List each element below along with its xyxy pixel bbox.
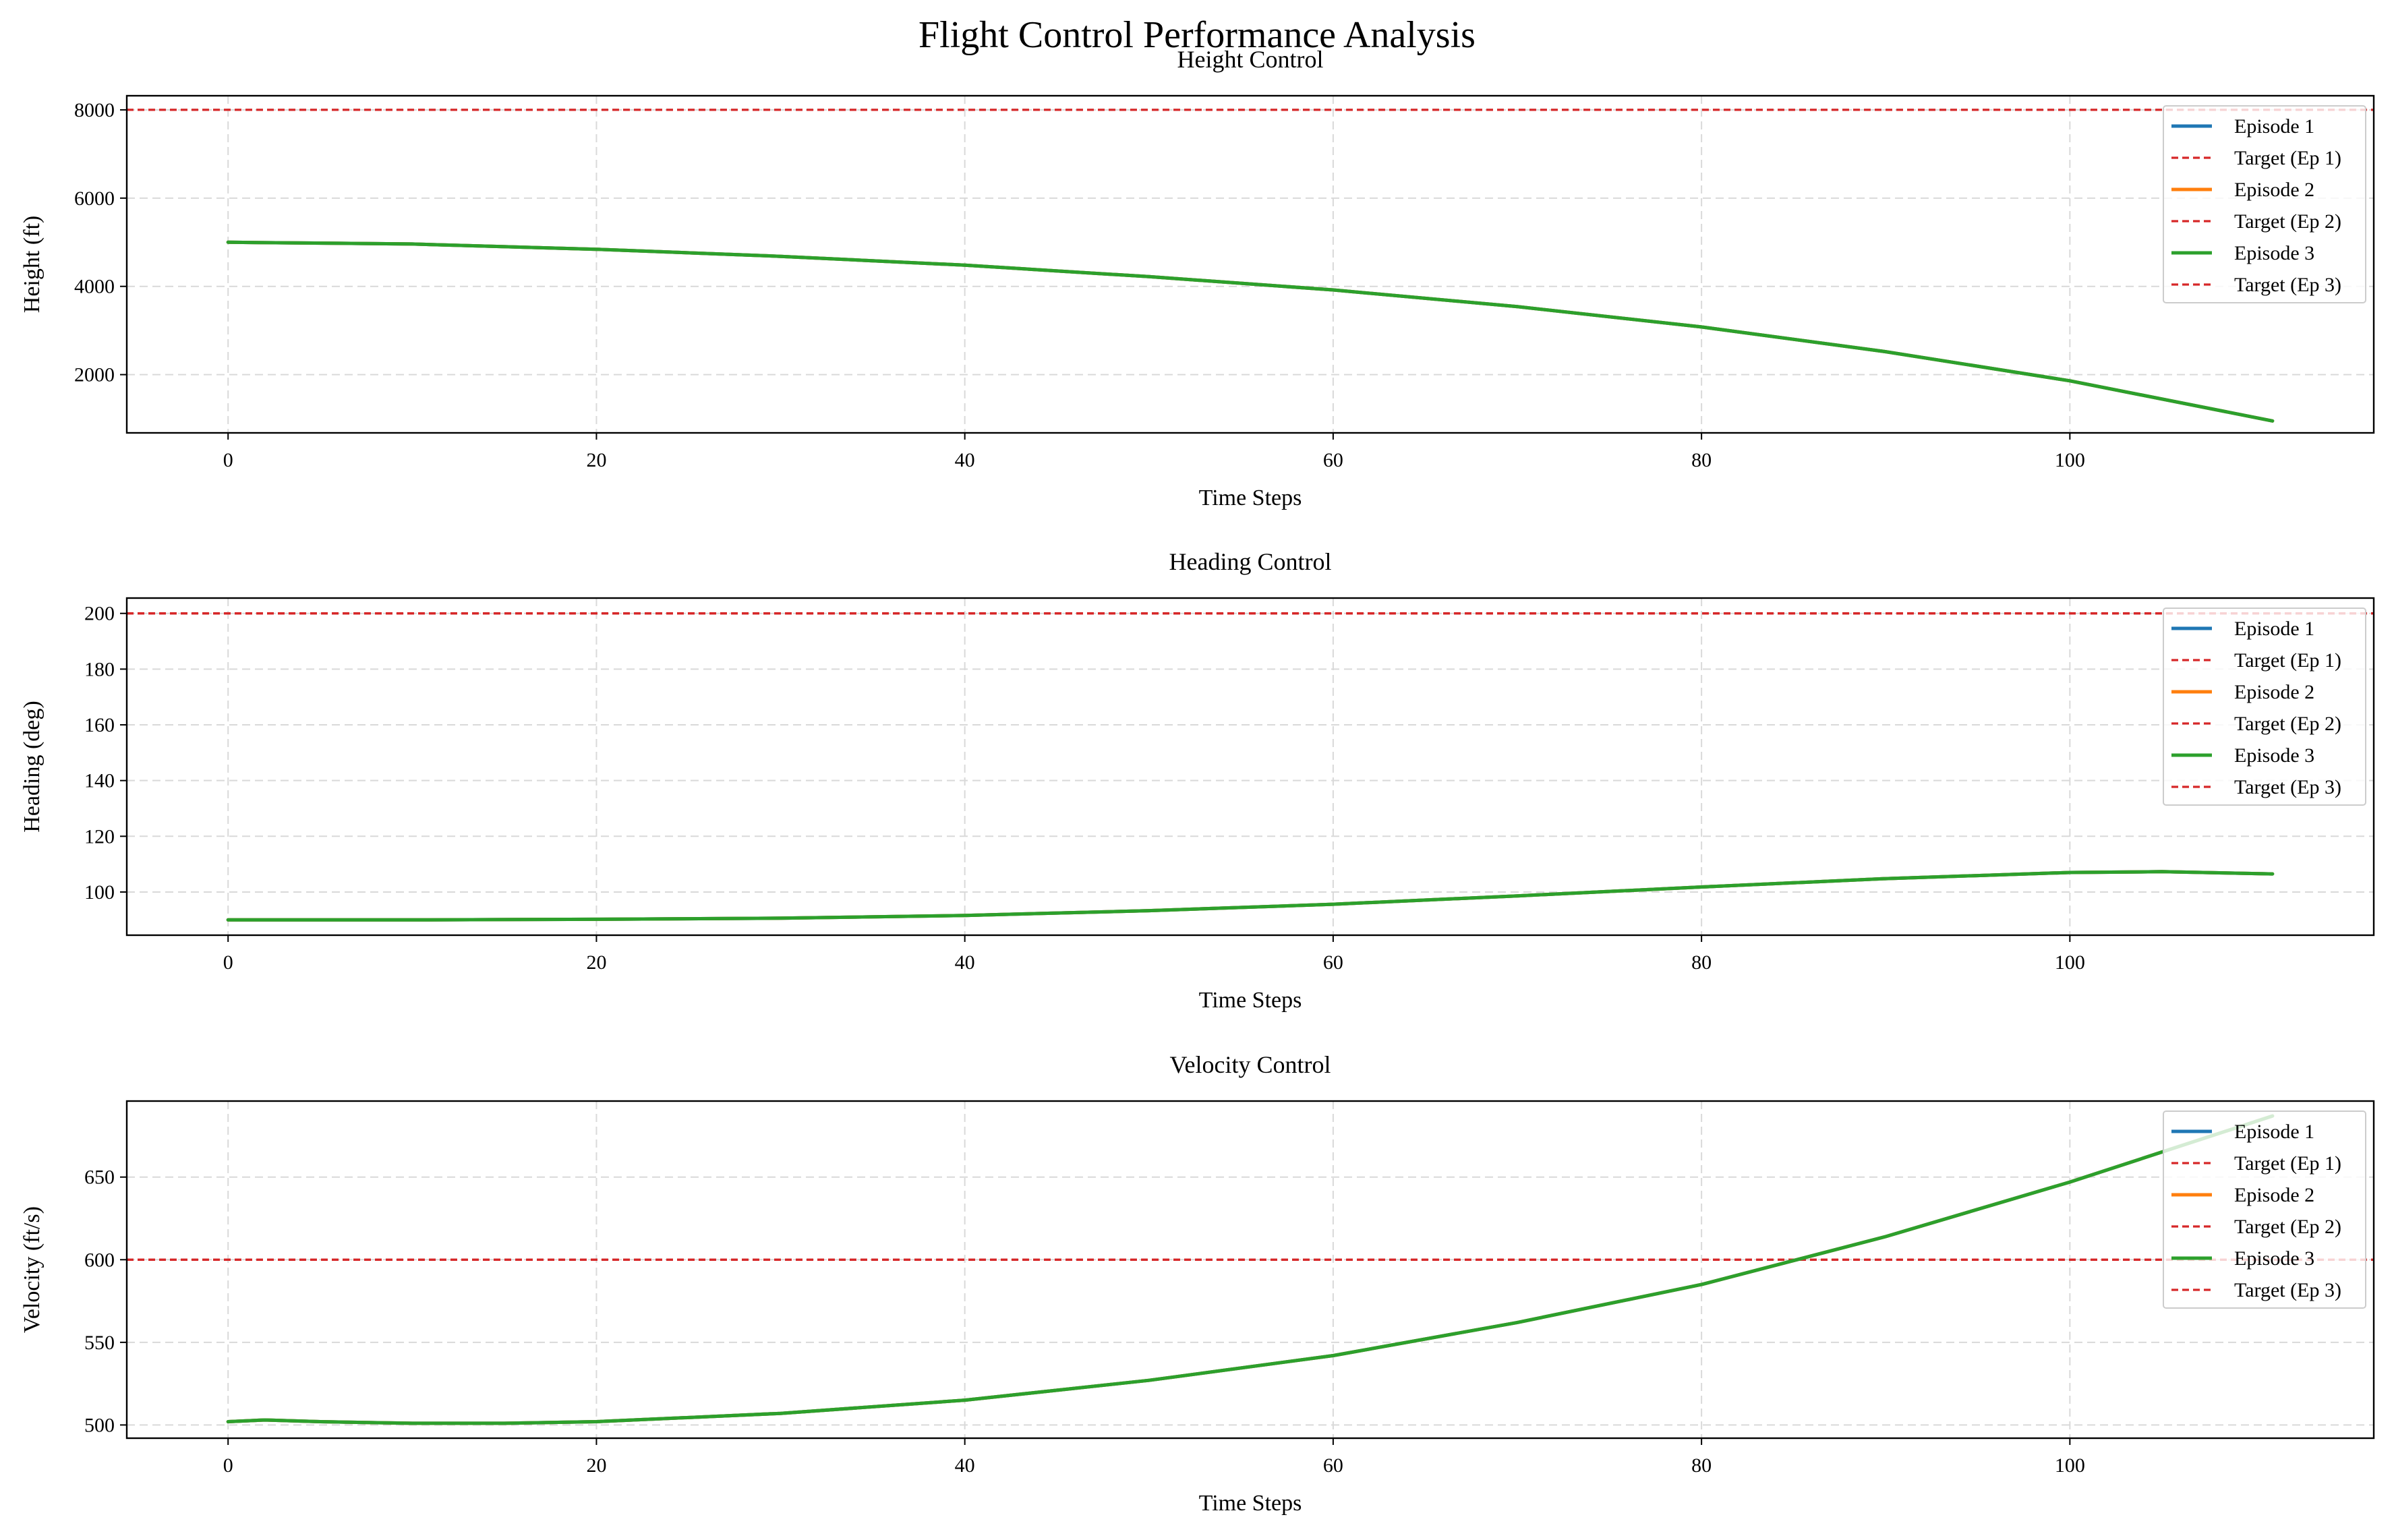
height-ytick-label: 4000 xyxy=(74,276,115,298)
heading-legend-label: Target (Ep 1) xyxy=(2234,649,2341,672)
heading-xtick-label: 80 xyxy=(1691,951,1712,974)
velocity-ytick-label: 500 xyxy=(84,1414,115,1436)
velocity-panel-title: Velocity Control xyxy=(1170,1051,1331,1078)
heading-xtick-label: 20 xyxy=(586,951,606,974)
height-xtick-label: 20 xyxy=(586,449,606,471)
velocity-episode-line-0 xyxy=(226,1114,2275,1425)
height-ytick-label: 6000 xyxy=(74,187,115,210)
velocity-ytick-label: 600 xyxy=(84,1249,115,1271)
velocity-xtick-label: 40 xyxy=(955,1454,975,1477)
height-ytick-label: 2000 xyxy=(74,364,115,386)
heading-ytick-label: 120 xyxy=(84,825,115,848)
height-xlabel: Time Steps xyxy=(1199,485,1302,510)
height-xtick-label: 0 xyxy=(223,449,233,471)
height-plot-area xyxy=(127,109,2374,423)
height-panel-title: Height Control xyxy=(1177,46,1324,73)
height-legend-label: Episode 3 xyxy=(2234,242,2314,264)
velocity-ytick-label: 650 xyxy=(84,1166,115,1189)
height-legend: Episode 1 Target (Ep 1) Episode 2 Target (E… xyxy=(2163,105,2366,303)
velocity-ylabel: Velocity (ft/s) xyxy=(20,1206,45,1333)
height-legend-label: Target (Ep 2) xyxy=(2234,210,2341,233)
velocity-legend-label: Target (Ep 3) xyxy=(2234,1279,2341,1301)
height-ytick-label: 8000 xyxy=(74,99,115,121)
velocity-legend-box xyxy=(2163,1110,2366,1309)
velocity-xtick-label: 0 xyxy=(223,1454,233,1477)
velocity-legend-label: Episode 1 xyxy=(2234,1121,2314,1143)
heading-ytick-label: 180 xyxy=(84,658,115,680)
velocity-panel: Velocity Control 0 20 40 60 80 100 500 550 600 650… xyxy=(20,1051,2375,1516)
velocity-xlabel: Time Steps xyxy=(1199,1491,1302,1516)
heading-episode-line-4 xyxy=(226,870,2275,922)
heading-legend-box xyxy=(2163,608,2366,806)
height-episode-line-4 xyxy=(226,240,2275,423)
velocity-axes-frame xyxy=(125,1100,2375,1440)
velocity-legend: Episode 1 Target (Ep 1) Episode 2 Target (E… xyxy=(2163,1110,2366,1309)
velocity-legend-label: Episode 3 xyxy=(2234,1247,2314,1270)
heading-xtick-label: 40 xyxy=(955,951,975,974)
velocity-plot-area xyxy=(127,1114,2374,1425)
heading-legend-label: Target (Ep 2) xyxy=(2234,713,2341,735)
heading-xlabel: Time Steps xyxy=(1199,988,1302,1013)
heading-episode-line-2 xyxy=(226,870,2275,922)
heading-legend: Episode 1 Target (Ep 1) Episode 2 Target (E… xyxy=(2163,608,2366,806)
height-episode-line-2 xyxy=(226,240,2275,423)
height-legend-label: Episode 1 xyxy=(2234,115,2314,138)
heading-xtick-label: 100 xyxy=(2055,951,2085,974)
figure-title: Flight Control Performance Analysis xyxy=(918,14,1476,56)
velocity-xtick-label: 20 xyxy=(586,1454,606,1477)
velocity-xtick-label: 80 xyxy=(1691,1454,1712,1477)
velocity-xtick-label: 60 xyxy=(1323,1454,1343,1477)
height-xtick-label: 100 xyxy=(2055,449,2085,471)
heading-ytick-label: 140 xyxy=(84,770,115,792)
heading-panel-title: Heading Control xyxy=(1169,548,1332,575)
heading-plot-area xyxy=(127,612,2374,922)
velocity-legend-label: Target (Ep 2) xyxy=(2234,1216,2341,1238)
height-legend-label: Episode 2 xyxy=(2234,179,2314,201)
height-legend-label: Target (Ep 3) xyxy=(2234,274,2341,296)
height-xtick-label: 80 xyxy=(1691,449,1712,471)
heading-xtick-label: 60 xyxy=(1323,951,1343,974)
heading-ytick-label: 200 xyxy=(84,603,115,625)
height-legend-box xyxy=(2163,105,2366,303)
velocity-episode-line-2 xyxy=(226,1114,2275,1425)
heading-legend-label: Episode 3 xyxy=(2234,744,2314,767)
height-ylabel: Height (ft) xyxy=(20,216,45,313)
velocity-legend-label: Episode 2 xyxy=(2234,1184,2314,1206)
height-axes-frame xyxy=(125,94,2375,434)
heading-panel: Heading Control 0 20 40 60 80 100 100 120 140 160 1… xyxy=(20,548,2375,1013)
heading-legend-label: Episode 1 xyxy=(2234,618,2314,640)
height-panel: Height Control 0 20 40 60 80 100 2000 4000 6000 80… xyxy=(20,46,2375,510)
heading-axes-frame xyxy=(125,597,2375,937)
heading-ylabel: Heading (deg) xyxy=(20,701,45,832)
heading-ytick-label: 160 xyxy=(84,714,115,736)
heading-episode-line-0 xyxy=(226,870,2275,922)
heading-legend-label: Episode 2 xyxy=(2234,681,2314,703)
velocity-xtick-label: 100 xyxy=(2055,1454,2085,1477)
heading-ytick-label: 100 xyxy=(84,881,115,904)
velocity-episode-line-4 xyxy=(226,1114,2275,1425)
heading-xtick-label: 0 xyxy=(223,951,233,974)
height-episode-line-0 xyxy=(226,240,2275,423)
velocity-ytick-label: 550 xyxy=(84,1332,115,1354)
height-xtick-label: 40 xyxy=(955,449,975,471)
height-xtick-label: 60 xyxy=(1323,449,1343,471)
velocity-legend-label: Target (Ep 1) xyxy=(2234,1152,2341,1175)
heading-legend-label: Target (Ep 3) xyxy=(2234,776,2341,798)
height-legend-label: Target (Ep 1) xyxy=(2234,147,2341,169)
